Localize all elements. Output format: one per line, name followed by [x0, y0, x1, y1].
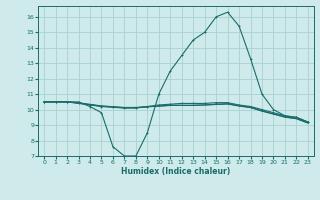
X-axis label: Humidex (Indice chaleur): Humidex (Indice chaleur) [121, 167, 231, 176]
